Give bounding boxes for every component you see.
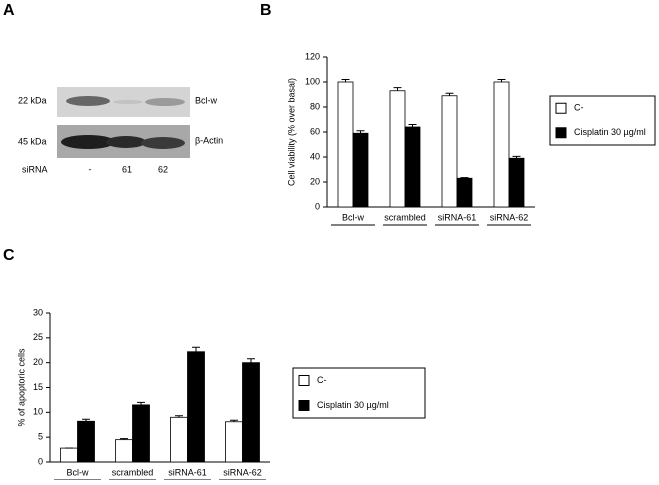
y-tick-label: 15: [33, 382, 43, 392]
protein-label: Bcl-w: [195, 95, 217, 105]
y-axis-label: Cell viability (% over basal): [286, 78, 296, 186]
bar: [389, 90, 406, 208]
y-tick-label: 0: [315, 201, 320, 211]
y-tick-label: 30: [33, 307, 43, 317]
x-tick-label: siRNA-62: [223, 467, 262, 477]
legend-label: C-: [574, 103, 584, 113]
legend-swatch: [555, 127, 567, 139]
error-bar: [393, 87, 402, 91]
bar: [493, 81, 510, 208]
bar: [404, 126, 421, 208]
blot-band: [66, 96, 110, 106]
blot-band: [106, 136, 146, 148]
blot-band: [61, 135, 115, 149]
legend-label: C-: [317, 375, 327, 385]
legend-box: [549, 95, 656, 146]
y-tick-label: 5: [38, 432, 43, 442]
marker-label: 22 kDa: [18, 95, 47, 105]
y-tick-label: 40: [310, 151, 320, 161]
error-bar: [137, 401, 145, 405]
bar: [456, 177, 473, 208]
bar: [60, 447, 78, 463]
x-tick-label: siRNA-61: [168, 467, 207, 477]
error-bar: [82, 418, 90, 422]
legend-label: Cisplatin 30 µg/ml: [574, 127, 646, 137]
bar: [115, 439, 133, 463]
blot-band: [145, 98, 185, 106]
y-tick-label: 0: [38, 456, 43, 466]
x-tick-label: Bcl-w: [342, 212, 364, 222]
panel-label: A: [3, 2, 15, 19]
bar: [187, 351, 205, 463]
y-tick-label: 20: [33, 357, 43, 367]
bar: [352, 132, 369, 208]
x-tick-label: siRNA-62: [490, 212, 529, 222]
lane-title: siRNA: [22, 164, 48, 174]
legend-swatch: [298, 400, 310, 411]
bar: [77, 420, 95, 463]
bar: [170, 416, 188, 463]
bar: [225, 421, 243, 463]
x-tick-label: Bcl-w: [67, 467, 89, 477]
error-bar: [497, 79, 506, 82]
panel-label: C: [3, 247, 15, 264]
lane-label: -: [89, 164, 92, 174]
bar: [132, 404, 150, 463]
protein-label: β-Actin: [195, 135, 223, 145]
y-tick-label: 100: [305, 76, 320, 86]
bar: [337, 81, 354, 208]
x-tick-label: siRNA-61: [438, 212, 477, 222]
x-tick-label: scrambled: [112, 467, 154, 477]
error-bar: [175, 415, 183, 418]
lane-label: 61: [122, 164, 132, 174]
y-tick-label: 25: [33, 332, 43, 342]
y-tick-label: 60: [310, 126, 320, 136]
error-bar: [247, 358, 255, 363]
error-bar: [460, 177, 469, 179]
x-tick-label: scrambled: [384, 212, 426, 222]
legend-box: [292, 367, 426, 419]
bar: [508, 157, 525, 208]
y-tick-label: 20: [310, 176, 320, 186]
legend-swatch: [298, 375, 310, 386]
legend-swatch: [555, 102, 567, 114]
error-bar: [445, 92, 454, 96]
marker-label: 45 kDa: [18, 136, 47, 146]
error-bar: [230, 419, 238, 422]
error-bar: [408, 124, 417, 127]
blot-band: [113, 100, 143, 104]
error-bar: [356, 130, 365, 134]
bar: [441, 95, 458, 208]
error-bar: [512, 155, 521, 159]
y-axis-label: % of apoptoric cells: [16, 348, 26, 427]
blot-band: [141, 137, 185, 149]
y-tick-label: 120: [305, 51, 320, 61]
y-tick-label: 80: [310, 101, 320, 111]
error-bar: [192, 346, 200, 352]
error-bar: [341, 79, 350, 82]
panel-label: B: [260, 2, 272, 19]
lane-label: 62: [158, 164, 168, 174]
western-blot: 22 kDa 45 kDa Bcl-w β-Actin siRNA - 61 6…: [18, 87, 223, 174]
bar: [242, 362, 260, 463]
legend-label: Cisplatin 30 µg/ml: [317, 400, 389, 410]
y-tick-label: 10: [33, 407, 43, 417]
error-bar: [120, 438, 128, 440]
